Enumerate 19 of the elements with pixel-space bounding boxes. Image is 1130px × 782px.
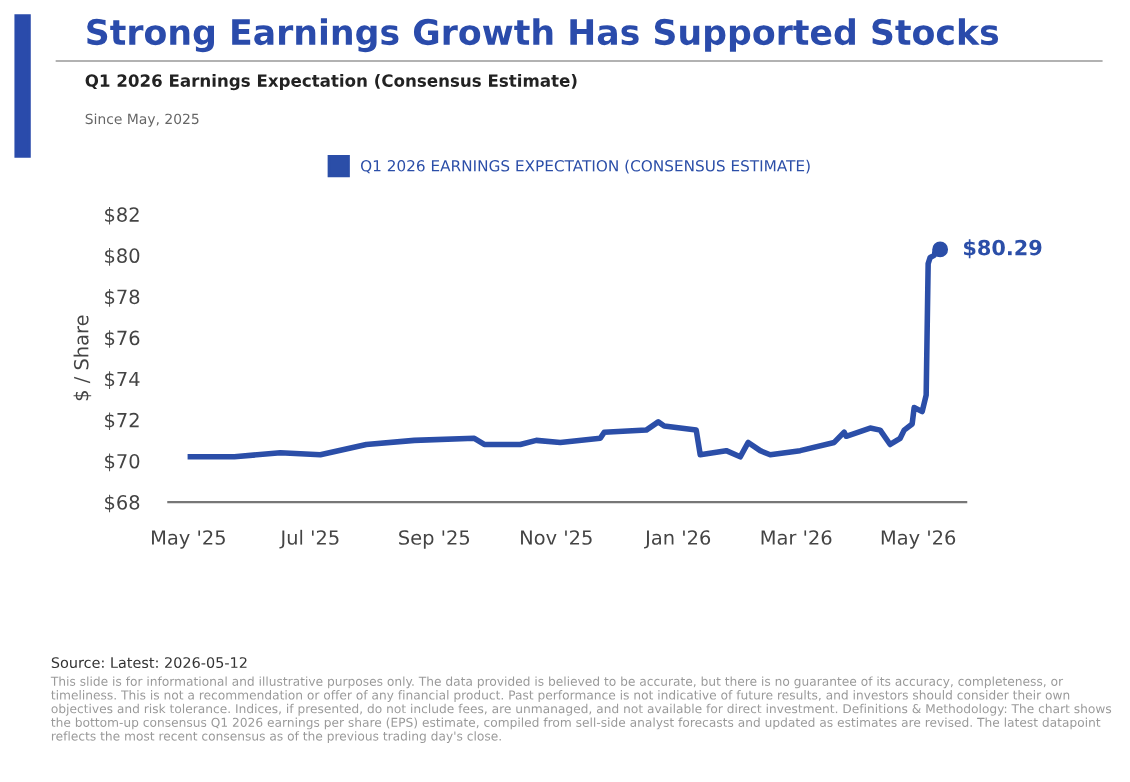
y-axis-title: $ / Share	[73, 315, 92, 401]
chart-title: Strong Earnings Growth Has Supported Stocks	[87, 18, 999, 53]
x-tick-label: May '25	[152, 530, 225, 549]
x-tick-label: Sep '25	[399, 530, 470, 549]
chart-subtitle: Q1 2026 Earnings Expectation (Consensus Estimate)	[85, 73, 577, 91]
y-tick-label: $76	[105, 330, 140, 348]
y-tick-label: $80	[105, 247, 140, 266]
y-tick-label: $70	[105, 453, 140, 472]
y-tick-label: $82	[105, 206, 139, 225]
y-tick-label: $68	[105, 494, 140, 513]
annotation: $80.29	[964, 239, 1042, 259]
x-tick-label: Jan '26	[644, 530, 711, 549]
y-tick-label: $78	[105, 289, 140, 307]
x-tick-label: Jul '25	[279, 529, 339, 549]
x-tick-label: Mar '26	[761, 530, 832, 545]
y-tick-label: $74	[105, 371, 140, 389]
x-tick-label: May '26	[881, 530, 956, 549]
x-tick-label: Nov '25	[521, 530, 592, 545]
y-tick-label: $72	[105, 412, 139, 431]
